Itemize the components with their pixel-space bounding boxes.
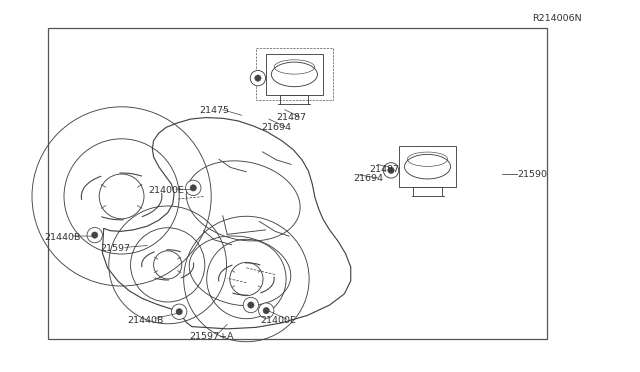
- Circle shape: [176, 308, 182, 315]
- Text: 21475: 21475: [200, 106, 229, 115]
- Text: 21590: 21590: [517, 170, 547, 179]
- Bar: [399, 146, 456, 187]
- Text: 21597+A: 21597+A: [189, 332, 234, 341]
- Text: 21597: 21597: [100, 244, 130, 253]
- Bar: [256, 48, 333, 100]
- Circle shape: [248, 302, 254, 308]
- Circle shape: [186, 180, 201, 196]
- Bar: [48, 28, 547, 339]
- Text: 21487: 21487: [369, 165, 399, 174]
- Text: 21400E: 21400E: [148, 186, 184, 195]
- Circle shape: [87, 227, 102, 243]
- Circle shape: [92, 232, 98, 238]
- Circle shape: [388, 167, 394, 174]
- Text: 21694: 21694: [353, 174, 383, 183]
- Circle shape: [259, 303, 274, 318]
- Circle shape: [250, 70, 266, 86]
- Circle shape: [190, 185, 196, 191]
- Circle shape: [255, 75, 261, 81]
- Circle shape: [172, 304, 187, 320]
- Text: R214006N: R214006N: [532, 14, 582, 23]
- Circle shape: [243, 297, 259, 313]
- Circle shape: [383, 163, 399, 178]
- Text: 21440B: 21440B: [45, 233, 81, 242]
- Text: 21440B: 21440B: [128, 316, 164, 325]
- Circle shape: [263, 307, 269, 314]
- Text: 21694: 21694: [262, 123, 291, 132]
- Bar: [266, 54, 323, 95]
- Text: 21400E: 21400E: [260, 316, 296, 325]
- Text: 21487: 21487: [276, 113, 306, 122]
